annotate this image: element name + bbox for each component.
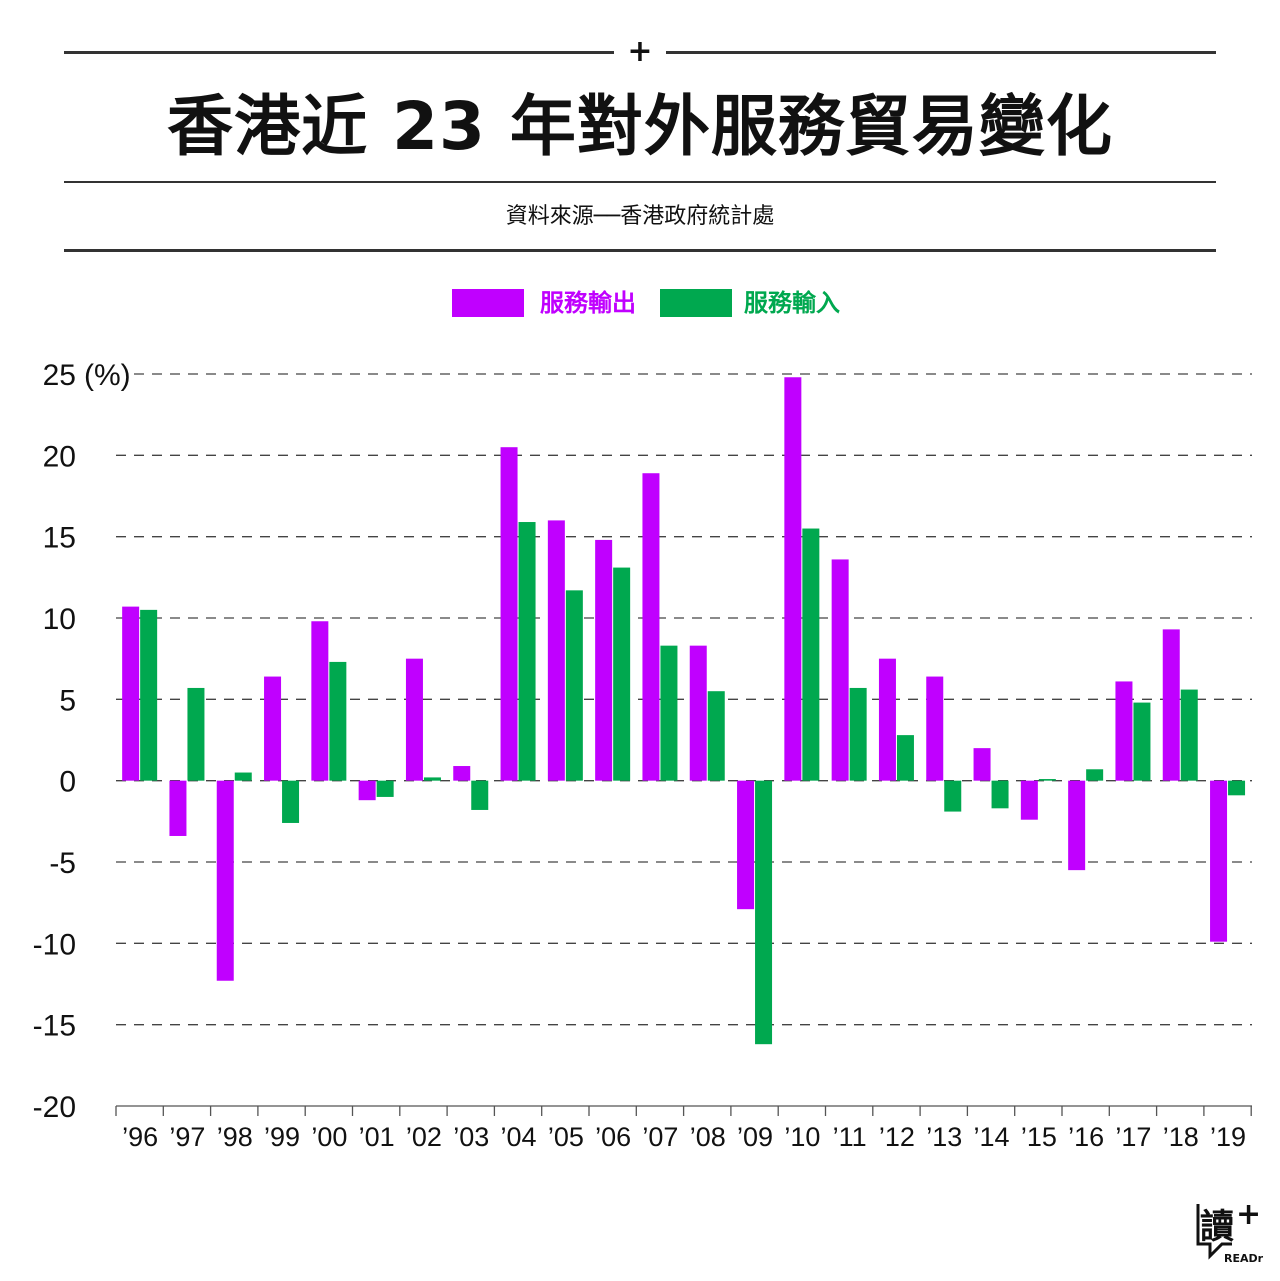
bar-exports [311,621,329,781]
legend-swatch-exports [452,289,524,317]
y-tick-label: -10 [33,928,76,961]
bar-exports [737,780,755,910]
bar-imports [140,609,158,781]
x-tick-label: ’00 [311,1122,347,1152]
x-tick-label: ’17 [1115,1122,1151,1152]
x-tick-label: ’11 [833,1122,867,1152]
x-tick-label: ’15 [1021,1122,1057,1152]
bar-imports [518,522,536,781]
source-note: 資料來源──香港政府統計處 [505,204,775,229]
x-tick-label: ’01 [359,1122,395,1152]
bar-exports [264,676,282,781]
bar-exports [405,658,423,781]
bar-imports [755,780,773,1045]
x-tick-label: ’09 [737,1122,773,1152]
y-tick-label: 5 [59,684,76,717]
bar-exports [547,520,565,781]
bar-imports [329,661,347,781]
logo-char: 讀 [1200,1207,1234,1247]
x-tick-label: ’06 [595,1122,631,1152]
x-tick-label: ’19 [1210,1122,1246,1152]
y-tick-label: 25 [43,359,76,392]
bar-exports [1210,780,1228,942]
bar-imports [471,780,489,810]
bar-imports [613,567,631,781]
bar-imports [187,687,205,781]
x-tick-label: ’08 [690,1122,726,1152]
bar-exports [642,473,660,781]
bar-imports [991,780,1009,809]
y-tick-label: -5 [49,847,76,880]
bar-exports [216,780,234,981]
x-tick-label: ’97 [169,1122,205,1152]
bar-imports [944,780,962,812]
bar-exports [1115,681,1133,781]
bar-exports [122,606,140,781]
bar-imports [1180,689,1198,781]
legend-label-imports: 服務輸入 [744,289,840,317]
bar-exports [358,780,376,801]
y-axis-unit: (%) [84,359,131,392]
bar-imports [1228,780,1246,796]
bar-imports [565,590,583,781]
bar-exports [1162,629,1180,781]
bar-imports [802,528,820,781]
bar-exports [1068,780,1086,871]
bar-exports [831,559,849,781]
x-tick-label: ’02 [406,1122,442,1152]
bar-imports [376,780,394,797]
source-divider [64,249,1216,252]
legend-swatch-imports [660,289,732,317]
bar-exports [595,539,613,781]
bar-exports [784,377,802,781]
x-tick-label: ’99 [264,1122,300,1152]
x-tick-label: ’18 [1163,1122,1199,1152]
y-tick-label: -20 [33,1091,76,1124]
bar-imports [423,777,441,781]
bar-imports [896,735,914,781]
bar-exports [878,658,896,781]
bar-exports [1020,780,1038,820]
x-tick-label: ’07 [642,1122,678,1152]
legend-label-exports: 服務輸出 [540,289,636,317]
bar-exports [689,645,707,781]
y-tick-label: -15 [33,1010,76,1043]
top-rule-right [666,51,1216,54]
bar-exports [926,676,944,781]
bar-imports [849,687,867,781]
bar-exports [973,748,991,781]
plus-icon: + [627,34,653,69]
bar-imports [234,772,252,781]
x-tick-label: ’13 [926,1122,962,1152]
x-tick-label: ’96 [122,1122,158,1152]
bar-exports [500,447,518,781]
bar-imports [1038,779,1056,781]
bar-exports [453,766,471,781]
bar-imports [707,691,725,781]
y-tick-label: 0 [59,766,76,799]
x-tick-label: ’98 [217,1122,253,1152]
x-tick-label: ’16 [1068,1122,1104,1152]
bar-imports [1086,769,1104,781]
x-tick-label: ’04 [501,1122,537,1152]
page-title: 香港近 23 年對外服務貿易變化 [167,88,1113,165]
bar-imports [660,645,678,781]
bar-imports [282,780,300,823]
title-divider [64,181,1216,183]
x-tick-label: ’14 [974,1122,1010,1152]
y-tick-label: 20 [43,440,76,473]
bar-imports [1133,702,1151,781]
x-tick-label: ’10 [784,1122,820,1152]
logo-plus: + [1236,1198,1261,1232]
logo-text: READr [1224,1252,1264,1265]
y-tick-label: 15 [43,522,76,555]
top-rule-left [64,51,614,54]
x-tick-label: ’12 [879,1122,915,1152]
x-tick-label: ’03 [453,1122,489,1152]
x-tick-label: ’05 [548,1122,584,1152]
y-tick-label: 10 [43,603,76,636]
readr-logo: 讀 + READr [1192,1197,1272,1268]
bar-exports [169,780,187,836]
